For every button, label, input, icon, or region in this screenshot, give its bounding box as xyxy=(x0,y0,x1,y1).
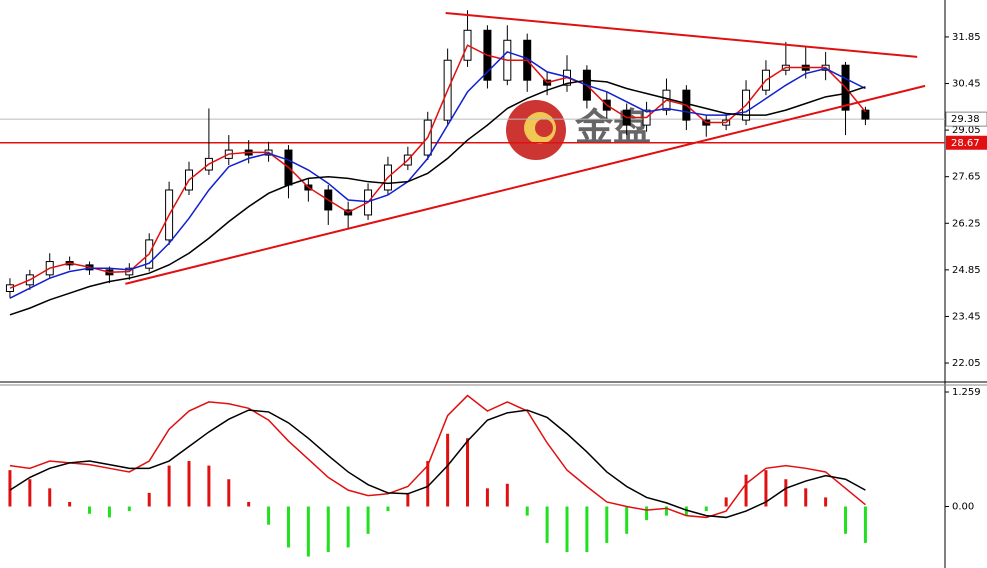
moving-average-line xyxy=(9,51,866,299)
moving-average-line xyxy=(9,79,866,316)
hline-label: 28.67 xyxy=(951,138,980,149)
y-tick-label: 1.259 xyxy=(952,387,981,398)
trend-line xyxy=(125,84,926,285)
last-price-label: 29.38 xyxy=(951,114,980,125)
y-tick-label: 31.85 xyxy=(952,32,981,43)
y-tick-label: 26.25 xyxy=(952,218,981,229)
y-tick-label: 29.05 xyxy=(952,125,981,136)
macd-line xyxy=(9,394,866,519)
y-tick-label: 0.00 xyxy=(952,502,974,513)
moving-average-line xyxy=(9,44,867,289)
macd-line xyxy=(9,409,866,519)
y-tick-label: 24.85 xyxy=(952,265,981,276)
y-tick-label: 22.05 xyxy=(952,358,981,369)
last-price-box xyxy=(945,111,987,127)
y-tick-label: 27.65 xyxy=(952,172,981,183)
hline-label-box xyxy=(946,135,987,150)
logo-core xyxy=(535,119,553,137)
y-tick-label: 30.45 xyxy=(952,79,981,90)
trend-line xyxy=(445,11,918,58)
y-tick-label: 23.45 xyxy=(952,311,981,322)
logo xyxy=(506,100,566,160)
candle-body xyxy=(861,109,870,120)
